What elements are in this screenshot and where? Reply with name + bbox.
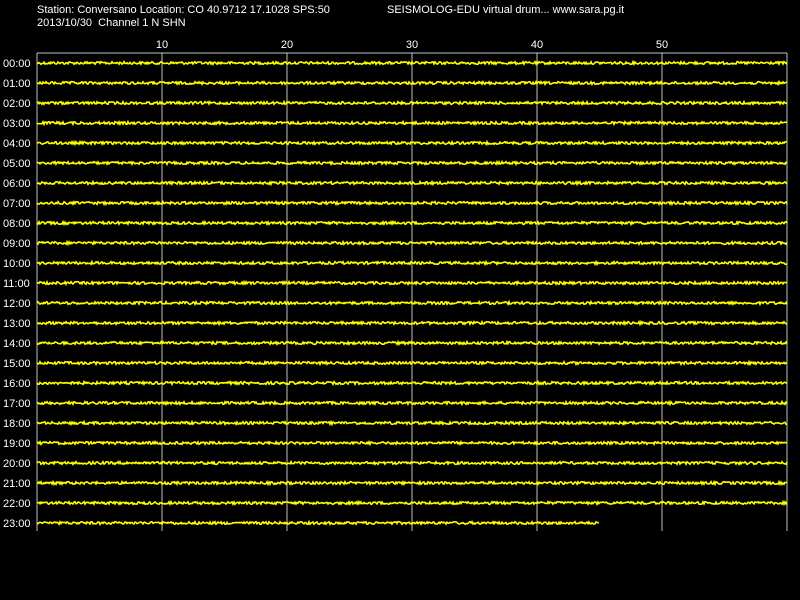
trace-11:00 [36, 279, 788, 287]
trace-14:00 [36, 339, 788, 347]
row-label: 05:00 [3, 158, 31, 170]
row-label: 04:00 [3, 138, 31, 150]
row-label: 23:00 [3, 518, 31, 530]
trace-17:00 [36, 399, 788, 407]
row-labels: 00:00 01:00 02:00 03:00 04:00 05:00 06:00 07:00… [3, 58, 31, 530]
row-label: 12:00 [3, 298, 31, 310]
x-tick-label: 40 [531, 39, 543, 51]
row-label: 09:00 [3, 238, 31, 250]
row-label: 19:00 [3, 438, 31, 450]
trace-21:00 [36, 479, 788, 487]
row-label: 21:00 [3, 478, 31, 490]
trace-18:00 [36, 419, 787, 427]
row-label: 03:00 [3, 118, 31, 130]
row-label: 22:00 [3, 498, 31, 510]
trace-22:00 [36, 499, 788, 507]
trace-03:00 [36, 119, 788, 127]
trace-07:00 [36, 199, 788, 207]
trace-15:00 [36, 359, 788, 367]
trace-09:00 [36, 239, 788, 247]
row-label: 08:00 [3, 218, 31, 230]
x-tick-label: 20 [281, 39, 293, 51]
row-label: 06:00 [3, 178, 31, 190]
trace-00:00 [36, 59, 788, 67]
row-label: 16:00 [3, 378, 31, 390]
trace-13:00 [37, 319, 788, 327]
trace-10:00 [36, 259, 788, 267]
trace-02:00 [36, 99, 788, 107]
row-label: 07:00 [3, 198, 31, 210]
row-label: 10:00 [3, 258, 31, 270]
row-label: 02:00 [3, 98, 31, 110]
row-label: 01:00 [3, 78, 31, 90]
app-title: SEISMOLOG-EDU virtual drum... www.sara.p… [387, 4, 625, 16]
row-label: 11:00 [3, 278, 30, 290]
row-label: 20:00 [3, 458, 31, 470]
x-tick-label: 10 [156, 39, 168, 51]
trace-01:00 [36, 79, 788, 87]
trace-19:00 [36, 439, 788, 447]
trace-16:00 [36, 379, 788, 387]
row-label: 00:00 [3, 58, 31, 70]
row-label: 15:00 [3, 358, 31, 370]
trace-12:00 [36, 299, 788, 307]
trace-23:00 [36, 519, 600, 527]
trace-06:00 [36, 179, 788, 187]
x-tick-labels: 10 20 30 40 50 [156, 39, 668, 51]
x-tick-label: 50 [656, 39, 668, 51]
grid-layer [36, 52, 788, 531]
row-label: 14:00 [3, 338, 31, 350]
trace-20:00 [36, 459, 788, 467]
x-tick-label: 30 [406, 39, 418, 51]
row-label: 17:00 [3, 398, 31, 410]
row-label: 18:00 [3, 418, 31, 430]
trace-08:00 [36, 219, 788, 227]
traces [36, 59, 788, 527]
trace-04:00 [36, 139, 788, 147]
trace-05:00 [36, 159, 788, 167]
station-info: Station: Conversano Location: CO 40.9712… [37, 4, 330, 16]
date-channel-info: 2013/10/30 Channel 1 N SHN [37, 17, 186, 29]
row-label: 13:00 [3, 318, 31, 330]
